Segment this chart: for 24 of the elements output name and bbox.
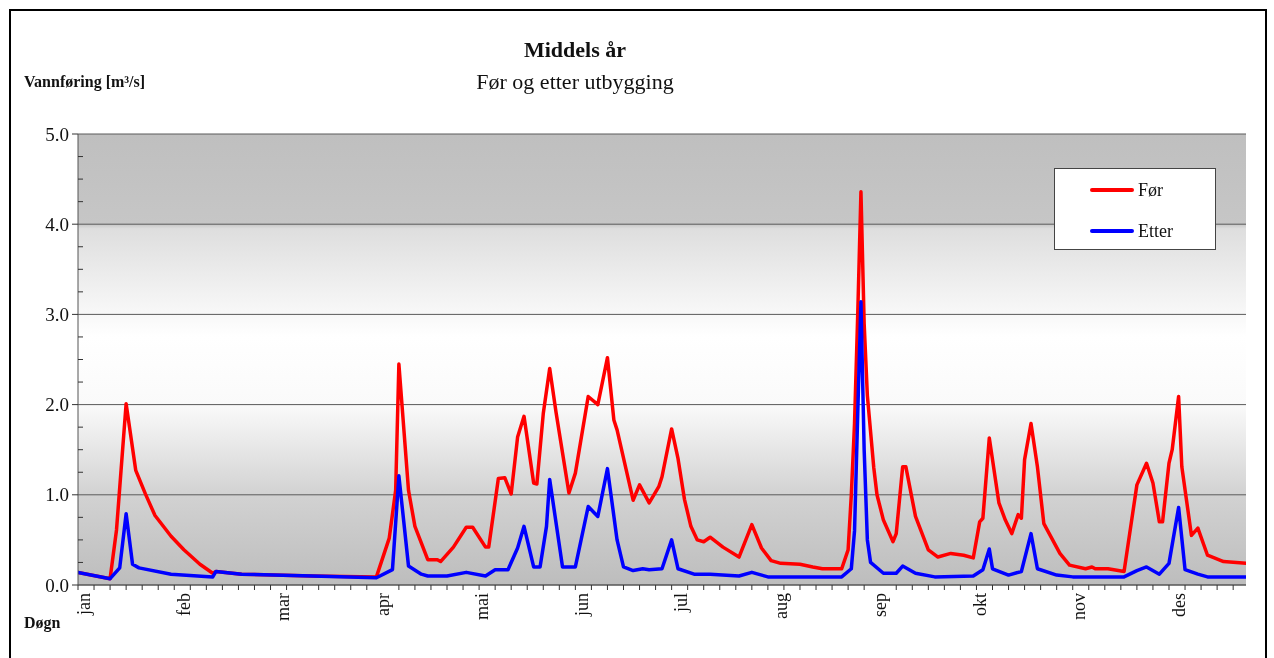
x-tick-label: aug bbox=[770, 593, 791, 619]
legend-label: Før bbox=[1138, 179, 1164, 201]
x-tick-label: mar bbox=[273, 592, 294, 621]
x-tick-label: sep bbox=[870, 593, 891, 617]
x-tick-label: jan bbox=[74, 593, 95, 616]
x-tick-label: mai bbox=[472, 593, 493, 620]
y-tick-label: 2.0 bbox=[45, 394, 69, 416]
x-tick-label: des bbox=[1168, 593, 1189, 617]
x-axis-title: Døgn bbox=[24, 613, 61, 633]
chart-title: Middels år bbox=[522, 36, 628, 64]
legend-label: Etter bbox=[1138, 220, 1173, 242]
x-tick-label: okt bbox=[969, 593, 990, 617]
chart-subtitle: Før og etter utbygging bbox=[475, 68, 675, 96]
y-tick-label: 0.0 bbox=[45, 574, 69, 596]
x-tick-label: apr bbox=[372, 593, 393, 616]
y-tick-label: 3.0 bbox=[45, 303, 69, 325]
x-tick-label: jun bbox=[571, 593, 592, 618]
y-tick-label: 4.0 bbox=[45, 213, 69, 235]
y-axis-title: Vannføring [m³/s] bbox=[24, 72, 146, 92]
x-tick-label: feb bbox=[173, 593, 194, 616]
y-tick-label: 5.0 bbox=[45, 123, 69, 145]
y-tick-label: 1.0 bbox=[45, 484, 69, 506]
x-tick-label: jul bbox=[671, 593, 692, 614]
x-tick-label: nov bbox=[1069, 593, 1090, 620]
